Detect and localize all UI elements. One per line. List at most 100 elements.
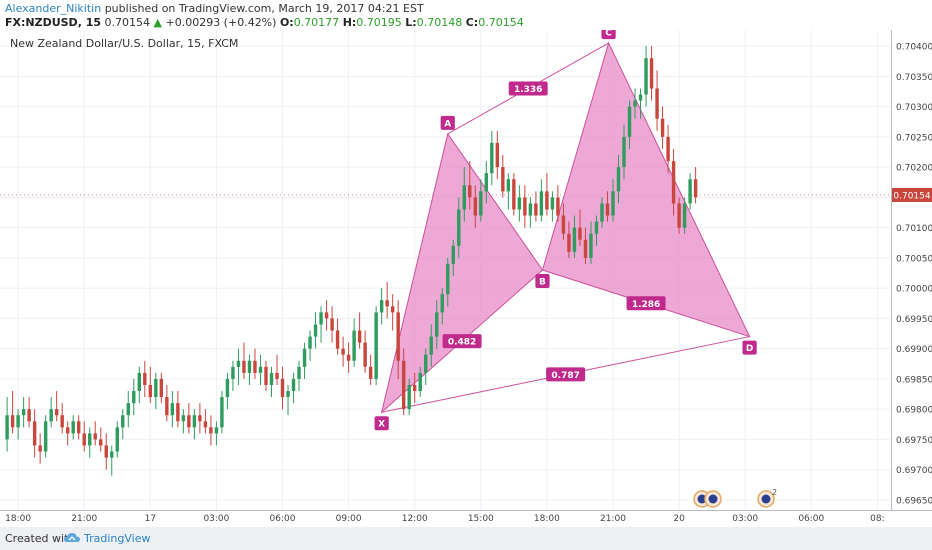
- candle-body: [308, 336, 312, 349]
- pattern-point-label-bg: [742, 340, 757, 355]
- high-value: 0.70195: [356, 16, 402, 29]
- symbol-label: FX:NZDUSD, 15: [5, 16, 102, 29]
- candle-body: [231, 366, 235, 379]
- price-tick-label: 0.70400: [896, 43, 932, 53]
- candle-body: [319, 312, 323, 325]
- candle-body: [528, 203, 533, 216]
- candle-body: [209, 427, 213, 434]
- pattern-point-label: A: [444, 119, 451, 129]
- price-tick-label: 0.70350: [896, 73, 932, 83]
- pattern-point-label: D: [746, 344, 753, 354]
- candle-body: [506, 179, 511, 192]
- candle-body: [682, 203, 687, 228]
- time-tick-label: 06:00: [798, 514, 824, 524]
- candle-body: [16, 415, 20, 428]
- footer-bar: Created with TradingView: [0, 527, 932, 550]
- candle-body: [264, 366, 268, 385]
- pattern-ratio-label-bg: [626, 296, 666, 311]
- time-tick-label: 21:00: [600, 514, 626, 524]
- harmonic-pattern[interactable]: [380, 41, 751, 414]
- time-tick-label: 12:00: [402, 514, 428, 524]
- low-value: 0.70148: [416, 16, 463, 29]
- pattern-ratio-label-bg: [442, 334, 482, 349]
- price-tick-label: 0.70050: [896, 254, 932, 264]
- candle-body: [512, 179, 516, 210]
- candle-body: [203, 421, 208, 428]
- candle-body: [214, 427, 219, 434]
- candle-body: [313, 324, 318, 337]
- pattern-point-label-bg: [535, 274, 550, 288]
- candle-body: [88, 433, 92, 446]
- candle-body: [638, 94, 643, 101]
- pattern-point-label-bg: [601, 30, 616, 40]
- price-tick-label: 0.70250: [896, 133, 932, 143]
- time-tick-label: 06:00: [270, 514, 296, 524]
- time-tick-label: 17: [145, 514, 156, 524]
- candle-body: [54, 409, 59, 416]
- pattern-point-label: B: [539, 278, 546, 288]
- time-tick-label: 03:00: [732, 514, 758, 524]
- candle-body: [578, 227, 582, 240]
- candle-body: [104, 445, 108, 458]
- candle-body: [99, 439, 103, 446]
- tradingview-link[interactable]: TradingView: [84, 532, 151, 545]
- candle-body: [341, 348, 345, 355]
- candle-body: [291, 378, 296, 392]
- candle-body: [451, 245, 455, 264]
- current-price-tag: [892, 187, 932, 202]
- price-tick-label: 0.70100: [896, 224, 932, 234]
- close-value: 0.70154: [478, 16, 524, 29]
- candle-body: [159, 378, 164, 398]
- candle-body: [335, 330, 340, 349]
- price-tick-label: 0.70000: [896, 285, 932, 295]
- candle-body: [5, 415, 9, 440]
- candle-body: [567, 233, 571, 252]
- pattern-ratio-label-bg: [546, 367, 586, 382]
- price-tick-label: 0.69700: [896, 466, 932, 476]
- close-label: C:: [465, 16, 479, 29]
- candle-body: [666, 136, 670, 162]
- candle-body: [236, 360, 241, 367]
- price-chart[interactable]: 1.336 0.482 1.286 0.787 X A B C D 0.69650 0.69700…: [0, 30, 932, 527]
- candle-body: [385, 300, 389, 307]
- pattern-ratio-label: 1.336: [514, 85, 542, 95]
- price-tick-label: 0.69950: [896, 315, 932, 325]
- candle-body: [286, 391, 290, 398]
- candle-body: [644, 58, 648, 95]
- pattern-point-label: C: [605, 30, 612, 39]
- candle-body: [462, 185, 466, 210]
- candle-body: [418, 372, 422, 392]
- time-axis[interactable]: 18:00 21:00 17 03:00 06:00 09:00 12:00 15:00 18:…: [5, 514, 884, 524]
- candle-body: [589, 233, 593, 258]
- candle-body: [556, 197, 560, 216]
- candle-body: [396, 312, 400, 361]
- candle-body: [198, 415, 202, 422]
- price-tick-label: 0.70300: [896, 103, 932, 113]
- price-tick-label: 0.69650: [896, 496, 932, 506]
- author-link[interactable]: Alexander_Nikitin: [5, 2, 102, 15]
- candle-body: [126, 403, 130, 416]
- last-price: 0.70154: [104, 16, 151, 29]
- time-tick-label: 08:: [870, 514, 884, 524]
- candle-body: [622, 136, 626, 168]
- candle-body: [38, 445, 42, 452]
- price-axis[interactable]: 0.69650 0.69700 0.69750 0.69800 0.69850 0.699…: [892, 43, 932, 507]
- candle-body: [671, 161, 676, 204]
- flag-icon: [761, 494, 771, 504]
- candle-body: [600, 203, 604, 222]
- candle-body: [71, 421, 75, 434]
- candle-body: [457, 209, 461, 246]
- candle-body: [627, 106, 632, 137]
- candle-body: [132, 391, 136, 404]
- candle-body: [660, 118, 665, 137]
- pattern-triangle-xab[interactable]: [380, 132, 544, 414]
- time-tick-label: 21:00: [71, 514, 97, 524]
- candle-body: [93, 433, 97, 440]
- candle-body: [534, 203, 538, 216]
- pattern-ratio-label: 0.482: [448, 338, 476, 348]
- candle-body: [363, 342, 367, 367]
- tradingview-cloud-icon: [64, 533, 80, 542]
- candle-body: [374, 312, 378, 379]
- time-tick-label: 03:00: [203, 514, 229, 524]
- event-markers[interactable]: 2: [693, 488, 777, 508]
